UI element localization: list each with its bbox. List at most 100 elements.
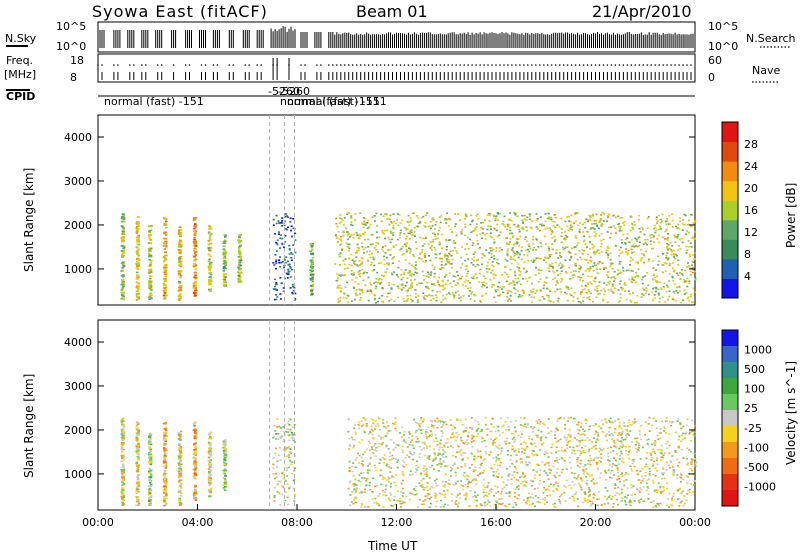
echo-cell bbox=[572, 300, 575, 302]
echo-cell bbox=[178, 469, 181, 471]
echo-cell bbox=[604, 487, 607, 489]
echo-cell bbox=[288, 248, 291, 250]
echo-cell bbox=[287, 226, 289, 229]
echo-cell bbox=[164, 472, 167, 475]
echo-cell bbox=[350, 264, 353, 267]
echo-cell bbox=[148, 287, 152, 290]
echo-cell bbox=[479, 226, 482, 229]
echo-cell bbox=[239, 267, 243, 270]
echo-cell bbox=[275, 241, 278, 244]
echo-cell bbox=[551, 220, 554, 223]
echo-cell bbox=[598, 292, 601, 295]
echo-cell bbox=[148, 467, 151, 470]
echo-cell bbox=[451, 286, 454, 288]
echo-cell bbox=[136, 444, 140, 446]
echo-cell bbox=[373, 293, 376, 296]
echo-cell bbox=[553, 240, 556, 242]
echo-cell bbox=[650, 454, 653, 456]
echo-cell bbox=[553, 484, 556, 486]
echo-cell bbox=[670, 254, 673, 256]
echo-cell bbox=[492, 471, 495, 473]
echo-cell bbox=[178, 229, 181, 232]
echo-cell bbox=[545, 472, 548, 474]
freq-label: Freq. bbox=[6, 54, 33, 67]
echo-cell bbox=[538, 423, 541, 425]
echo-cell bbox=[347, 212, 350, 214]
echo-cell bbox=[371, 252, 373, 255]
echo-cell bbox=[178, 257, 181, 259]
echo-cell bbox=[122, 437, 125, 439]
echo-cell bbox=[436, 291, 439, 293]
echo-cell bbox=[607, 216, 610, 219]
echo-cell bbox=[358, 270, 361, 272]
echo-cell bbox=[496, 500, 499, 503]
echo-cell bbox=[431, 294, 434, 297]
echo-cell bbox=[368, 226, 371, 228]
echo-cell bbox=[610, 262, 612, 265]
echo-cell bbox=[194, 271, 197, 274]
echo-cell bbox=[596, 225, 599, 228]
echo-cell bbox=[629, 264, 631, 266]
echo-cell bbox=[479, 299, 481, 302]
echo-cell bbox=[122, 285, 125, 288]
echo-cell bbox=[674, 257, 677, 260]
echo-cell bbox=[602, 288, 605, 290]
echo-cell bbox=[570, 255, 573, 258]
echo-cell bbox=[431, 225, 434, 227]
echo-cell bbox=[567, 266, 570, 269]
echo-cell bbox=[602, 266, 605, 269]
echo-cell bbox=[164, 241, 168, 243]
echo-cell bbox=[207, 260, 211, 262]
echo-cell bbox=[410, 264, 413, 266]
echo-cell bbox=[224, 486, 227, 488]
echo-cell bbox=[521, 480, 524, 483]
echo-cell bbox=[362, 279, 365, 282]
echo-cell bbox=[496, 262, 498, 264]
echo-cell bbox=[499, 286, 502, 289]
echo-cell bbox=[619, 217, 622, 219]
echo-cell bbox=[551, 262, 554, 265]
echo-cell bbox=[148, 254, 151, 257]
echo-cell bbox=[656, 459, 658, 462]
echo-cell bbox=[479, 301, 482, 303]
echo-cell bbox=[361, 257, 364, 260]
echo-cell bbox=[509, 420, 512, 423]
echo-cell bbox=[274, 285, 276, 288]
echo-cell bbox=[164, 271, 167, 274]
echo-cell bbox=[445, 218, 448, 221]
echo-cell bbox=[209, 263, 213, 265]
echo-cell bbox=[389, 499, 392, 502]
echo-cell bbox=[385, 256, 388, 259]
echo-cell bbox=[150, 495, 153, 497]
echo-cell bbox=[612, 440, 615, 442]
echo-cell bbox=[549, 300, 552, 303]
echo-cell bbox=[642, 287, 645, 290]
echo-cell bbox=[662, 486, 665, 489]
echo-cell bbox=[580, 426, 582, 428]
echo-cell bbox=[222, 477, 225, 479]
echo-cell bbox=[593, 262, 596, 264]
echo-cell bbox=[121, 474, 124, 477]
echo-cell bbox=[209, 277, 213, 279]
echo-cell bbox=[630, 501, 633, 504]
echo-cell bbox=[587, 501, 589, 504]
echo-cell bbox=[391, 505, 394, 507]
echo-cell bbox=[548, 253, 551, 256]
nave-dot bbox=[491, 64, 493, 66]
echo-cell bbox=[525, 226, 528, 228]
echo-cell bbox=[579, 454, 582, 456]
echo-cell bbox=[566, 246, 569, 248]
echo-cell bbox=[353, 424, 356, 426]
echo-cell bbox=[534, 292, 537, 294]
echo-cell bbox=[208, 482, 212, 485]
echo-cell bbox=[498, 250, 501, 253]
echo-cell bbox=[631, 258, 634, 261]
echo-cell bbox=[424, 253, 427, 255]
echo-cell bbox=[485, 249, 488, 251]
echo-cell bbox=[527, 259, 530, 262]
echo-cell bbox=[574, 264, 577, 267]
echo-cell bbox=[559, 272, 562, 275]
echo-cell bbox=[471, 479, 474, 481]
echo-cell bbox=[551, 243, 553, 245]
echo-cell bbox=[589, 248, 592, 250]
